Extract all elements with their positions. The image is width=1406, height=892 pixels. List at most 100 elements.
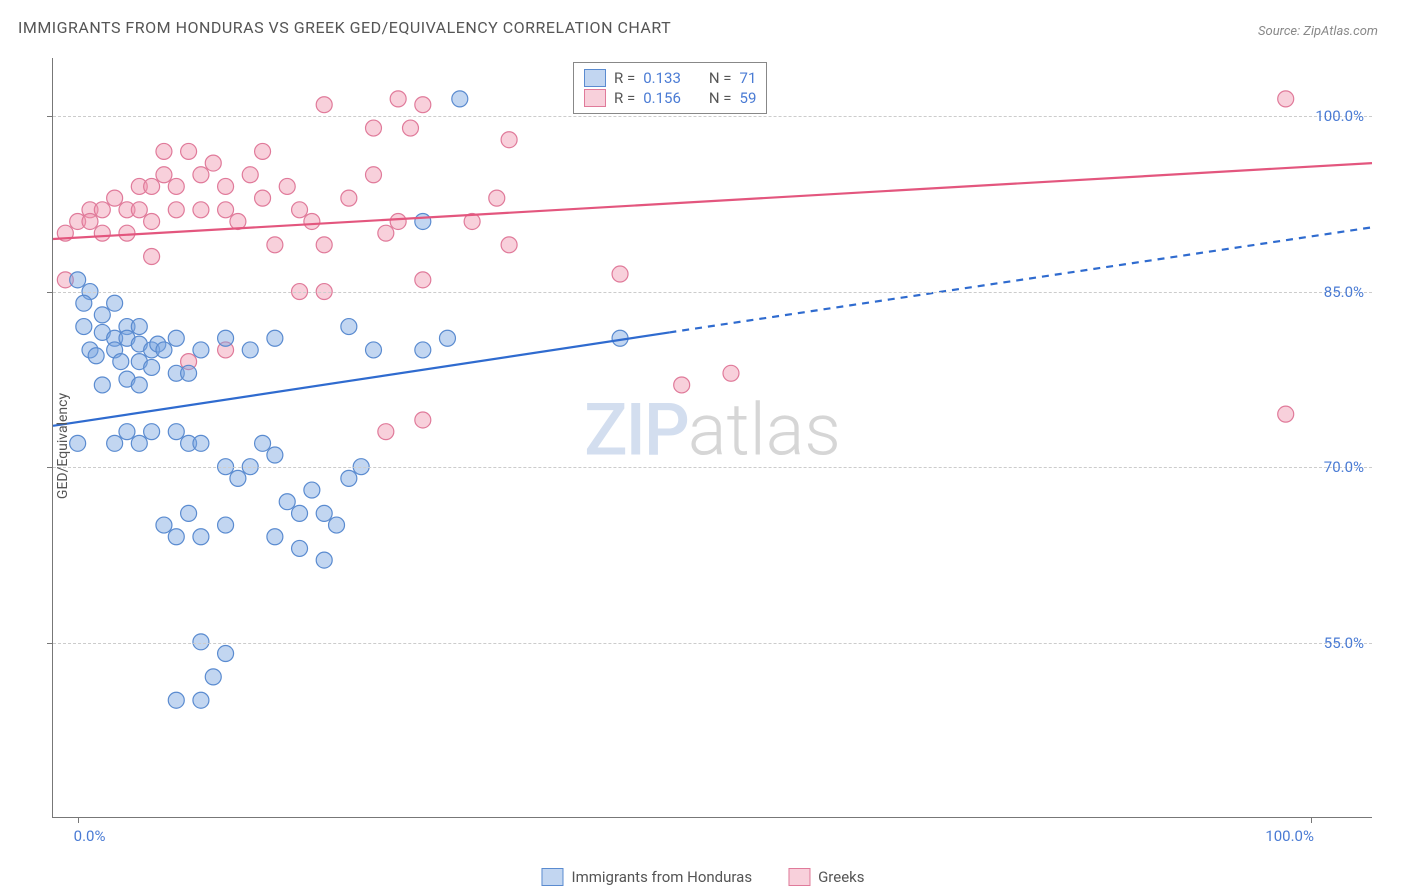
data-point-honduras: [255, 435, 271, 451]
data-point-greeks: [366, 167, 382, 183]
data-point-honduras: [341, 319, 357, 335]
data-point-greeks: [378, 424, 394, 440]
data-point-greeks: [415, 412, 431, 428]
data-point-greeks: [119, 225, 135, 241]
chart-svg: [53, 58, 1372, 817]
legend-item-honduras: Immigrants from Honduras: [541, 868, 752, 886]
data-point-greeks: [612, 266, 628, 282]
n-value-honduras: 71: [740, 69, 757, 87]
regression-line-ext-honduras: [669, 227, 1372, 332]
data-point-greeks: [242, 167, 258, 183]
chart-title: IMMIGRANTS FROM HONDURAS VS GREEK GED/EQ…: [18, 18, 671, 37]
data-point-honduras: [329, 517, 345, 533]
n-label: N =: [709, 69, 732, 87]
data-point-greeks: [94, 202, 110, 218]
data-point-honduras: [107, 435, 123, 451]
data-point-greeks: [131, 202, 147, 218]
data-point-greeks: [723, 365, 739, 381]
data-point-honduras: [70, 272, 86, 288]
data-point-greeks: [316, 237, 332, 253]
data-point-honduras: [452, 91, 468, 107]
data-point-honduras: [131, 377, 147, 393]
x-tick-mark: [78, 817, 79, 823]
data-point-honduras: [70, 435, 86, 451]
data-point-greeks: [366, 120, 382, 136]
data-point-greeks: [304, 213, 320, 229]
data-point-greeks: [489, 190, 505, 206]
data-point-honduras: [193, 342, 209, 358]
data-point-honduras: [242, 342, 258, 358]
data-point-honduras: [94, 307, 110, 323]
y-tick-label: 100.0%: [1315, 107, 1364, 125]
data-point-greeks: [415, 272, 431, 288]
data-point-greeks: [501, 237, 517, 253]
plot-area: ZIPatlas R = 0.133 N = 71 R = 0.156 N = …: [52, 58, 1372, 818]
y-tick-mark: [47, 292, 53, 293]
data-point-honduras: [144, 424, 160, 440]
grid-line: [53, 467, 1372, 468]
y-axis-title: GED/Equivalency: [55, 393, 71, 499]
data-point-greeks: [156, 167, 172, 183]
data-point-greeks: [168, 202, 184, 218]
data-point-greeks: [82, 213, 98, 229]
data-point-greeks: [402, 120, 418, 136]
data-point-greeks: [205, 155, 221, 171]
data-point-honduras: [316, 505, 332, 521]
n-value-greeks: 59: [740, 89, 757, 107]
data-point-greeks: [1278, 406, 1294, 422]
data-point-greeks: [674, 377, 690, 393]
data-point-greeks: [316, 97, 332, 113]
data-point-honduras: [107, 295, 123, 311]
data-point-honduras: [279, 494, 295, 510]
legend-item-greeks: Greeks: [788, 868, 864, 886]
y-tick-label: 55.0%: [1324, 634, 1364, 652]
data-point-honduras: [168, 692, 184, 708]
data-point-greeks: [267, 237, 283, 253]
data-point-greeks: [144, 249, 160, 265]
data-point-honduras: [88, 348, 104, 364]
data-point-greeks: [341, 190, 357, 206]
data-point-honduras: [218, 330, 234, 346]
data-point-honduras: [267, 529, 283, 545]
data-point-honduras: [304, 482, 320, 498]
data-point-greeks: [218, 178, 234, 194]
data-point-greeks: [107, 190, 123, 206]
data-point-honduras: [193, 435, 209, 451]
n-label: N =: [709, 89, 732, 107]
legend-correlation: R = 0.133 N = 71 R = 0.156 N = 59: [573, 62, 767, 114]
r-label: R =: [614, 89, 635, 107]
y-tick-mark: [47, 467, 53, 468]
data-point-honduras: [267, 330, 283, 346]
grid-line: [53, 116, 1372, 117]
r-label: R =: [614, 69, 635, 87]
data-point-greeks: [255, 143, 271, 159]
data-point-honduras: [218, 517, 234, 533]
data-point-honduras: [341, 470, 357, 486]
data-point-honduras: [168, 424, 184, 440]
data-point-honduras: [94, 377, 110, 393]
data-point-greeks: [390, 91, 406, 107]
legend-swatch-greeks: [584, 89, 606, 107]
y-tick-mark: [47, 643, 53, 644]
data-point-honduras: [218, 646, 234, 662]
data-point-honduras: [193, 692, 209, 708]
legend-label-greeks: Greeks: [818, 868, 864, 886]
data-point-honduras: [230, 470, 246, 486]
legend-swatch-honduras-bottom: [541, 868, 563, 886]
data-point-greeks: [279, 178, 295, 194]
data-point-honduras: [292, 540, 308, 556]
data-point-greeks: [1278, 91, 1294, 107]
data-point-honduras: [366, 342, 382, 358]
source-label: Source: ZipAtlas.com: [1258, 24, 1378, 39]
x-tick-mark: [1311, 817, 1312, 823]
data-point-honduras: [131, 319, 147, 335]
y-tick-label: 70.0%: [1324, 458, 1364, 476]
legend-swatch-greeks-bottom: [788, 868, 810, 886]
legend-row-honduras: R = 0.133 N = 71: [584, 69, 756, 87]
data-point-greeks: [144, 213, 160, 229]
data-point-greeks: [218, 202, 234, 218]
data-point-greeks: [193, 202, 209, 218]
data-point-honduras: [415, 342, 431, 358]
data-point-honduras: [168, 330, 184, 346]
data-point-honduras: [144, 359, 160, 375]
